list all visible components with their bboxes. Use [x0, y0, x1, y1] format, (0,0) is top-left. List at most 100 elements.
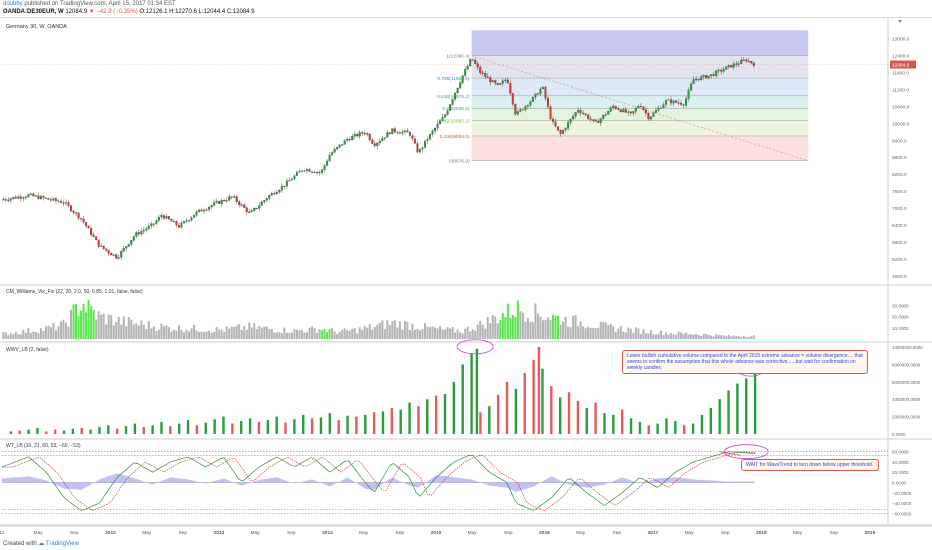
- wwv-bar: [381, 411, 385, 434]
- wwv-bar: [89, 429, 92, 434]
- wwv-bar: [621, 409, 624, 434]
- price-candle: [213, 202, 216, 206]
- price-candle: [742, 59, 745, 61]
- wt-y-tick: −60.0000: [892, 511, 912, 516]
- price-candle: [230, 196, 233, 198]
- price-candle: [2, 199, 5, 201]
- time-axis-tick: 2015: [431, 530, 442, 536]
- williams-vix-bar: [27, 328, 30, 339]
- williams-y-tick: 10.0000: [892, 326, 909, 331]
- price-candle: [735, 63, 738, 65]
- price-candle: [569, 118, 572, 123]
- williams-vix-bar: [446, 327, 449, 339]
- price-candle: [170, 219, 173, 222]
- williams-vix-bar: [501, 313, 504, 339]
- williams-vix-bar: [511, 314, 514, 339]
- price-candle: [572, 116, 575, 120]
- time-axis-tick: 2016: [539, 530, 550, 536]
- williams-vix-bar: [398, 321, 401, 339]
- williams-vix-bar: [516, 300, 519, 339]
- williams-vix-bar: [105, 324, 108, 339]
- williams-vix-bar: [82, 303, 85, 339]
- williams-vix-bar: [662, 335, 665, 339]
- price-candle: [265, 198, 268, 201]
- williams-vix-bar: [376, 324, 379, 339]
- wwv-bar: [691, 423, 695, 434]
- price-candle: [22, 197, 25, 199]
- williams-vix-bar: [541, 320, 544, 339]
- price-candle: [541, 86, 544, 90]
- price-candle: [619, 109, 622, 112]
- price-candle: [248, 211, 251, 213]
- williams-vix-bar: [358, 327, 361, 339]
- high-value: H:12270.6: [169, 9, 197, 15]
- price-candle: [313, 171, 316, 173]
- price-candle: [466, 65, 469, 70]
- price-candle: [371, 139, 374, 144]
- price-candle: [649, 116, 652, 120]
- williams-vix-bar: [39, 328, 42, 339]
- wwv-bar: [537, 347, 541, 434]
- price-candle: [157, 216, 160, 221]
- wwv-bar: [417, 406, 420, 434]
- price-candle: [7, 199, 10, 201]
- publish-info: doubby published on TradingView.com, Apr…: [3, 1, 176, 7]
- williams-vix-bar: [62, 319, 65, 339]
- wwv-bar: [700, 414, 704, 434]
- author-link[interactable]: doubby: [3, 1, 23, 7]
- wwv-bar: [142, 427, 145, 434]
- williams-vix-bar: [363, 326, 366, 339]
- williams-vix-bar: [574, 315, 577, 339]
- williams-vix-bar: [95, 319, 98, 339]
- williams-vix-bar: [348, 330, 351, 339]
- time-axis-tick: Sep: [504, 530, 513, 536]
- price-candle: [597, 121, 600, 123]
- price-candle: [77, 212, 80, 219]
- price-candle: [690, 83, 693, 91]
- chart-area[interactable]: 1(12396.4) 0.786(11603.9) 0.618(10976.2) 0.…: [0, 17, 932, 541]
- price-candle: [92, 234, 95, 237]
- wwv-bar: [612, 414, 615, 434]
- price-candle: [451, 99, 454, 105]
- price-candle: [328, 154, 331, 162]
- williams-vix-bar: [142, 324, 145, 339]
- williams-vix-bar: [489, 323, 492, 339]
- scale-menu-icon[interactable]: [898, 20, 902, 23]
- footer-brand[interactable]: TradingView: [45, 541, 79, 547]
- williams-vix-bar: [102, 313, 105, 339]
- symbol-info: OANDA:DE30EUR, W 12084.9 ▼ −42.9 (−0.35%…: [3, 9, 255, 15]
- price-candle: [122, 248, 125, 252]
- chart-svg[interactable]: 1(12396.4) 0.786(11603.9) 0.618(10976.2) 0.…: [0, 18, 932, 541]
- williams-vix-bar: [172, 329, 175, 339]
- williams-vix-bar: [273, 332, 276, 339]
- price-candle: [725, 66, 728, 70]
- williams-vix-bar: [34, 332, 37, 339]
- fib-level-label: 0.5(10536.2): [442, 106, 470, 112]
- wt-annotation-pointer: [719, 451, 741, 456]
- wwv-bar: [337, 420, 340, 434]
- price-y-tick: 7600.0: [892, 189, 907, 195]
- williams-vix-bar: [464, 328, 467, 339]
- williams-vix-bar: [685, 332, 688, 339]
- time-axis-tick: May: [468, 530, 478, 536]
- price-candle: [258, 205, 261, 209]
- williams-vix-bar: [717, 334, 720, 339]
- price-y-tick: 10000.0: [892, 121, 910, 127]
- publish-date: published on TradingView.com, April 15, …: [24, 1, 176, 7]
- price-candle: [552, 118, 555, 122]
- wwv-bar: [408, 402, 411, 434]
- price-candle: [745, 59, 748, 62]
- price-candle: [100, 245, 103, 247]
- williams-vix-bar: [65, 322, 68, 339]
- williams-vix-bar: [675, 334, 678, 339]
- price-candle: [459, 82, 462, 89]
- williams-vix-bar: [190, 328, 193, 339]
- price-candle: [526, 105, 529, 107]
- price-candle: [32, 193, 35, 197]
- williams-vix-bar: [629, 328, 632, 339]
- price-candle: [667, 99, 670, 101]
- wwv-bar: [169, 426, 172, 434]
- williams-vix-bar: [130, 319, 133, 339]
- price-candle: [441, 116, 444, 121]
- price-candle: [587, 114, 590, 119]
